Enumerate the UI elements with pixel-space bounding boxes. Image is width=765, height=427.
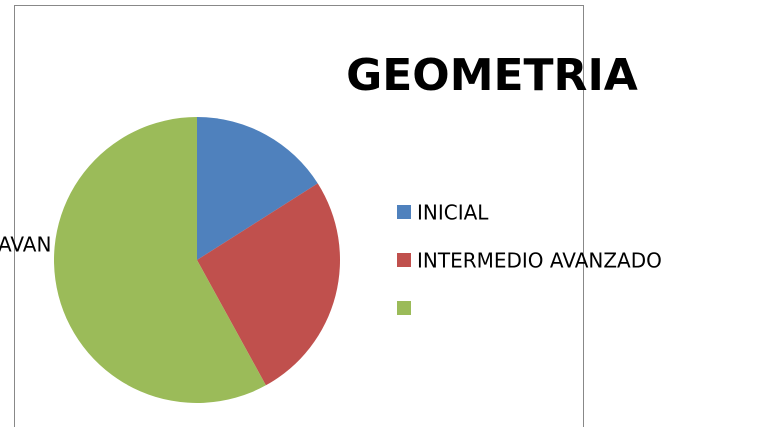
legend-swatch (397, 253, 411, 267)
chart-title: GEOMETRIA (346, 50, 638, 101)
legend-swatch (397, 301, 411, 315)
pie-slice (197, 117, 318, 260)
pie-slice (197, 183, 340, 386)
legend-swatch (397, 205, 411, 219)
data-label: AVAN (0, 233, 51, 257)
legend-label: INICIAL (417, 201, 489, 225)
legend-label: INTERMEDIO AVANZADO (417, 249, 662, 273)
pie-slice (54, 117, 266, 403)
